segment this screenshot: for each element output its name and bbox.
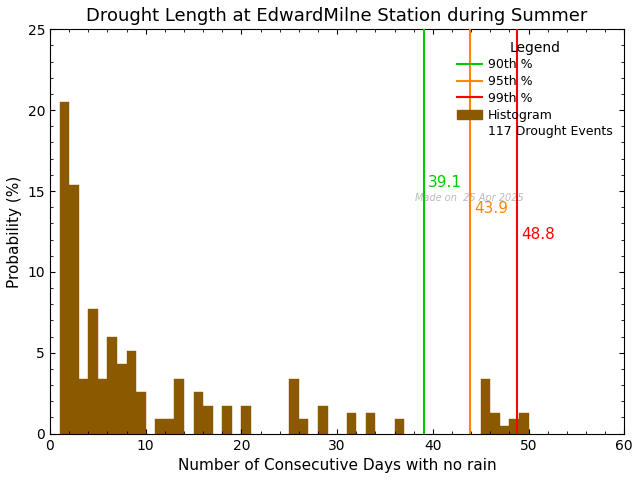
Legend: 90th %, 95th %, 99th %, Histogram, 117 Drought Events: 90th %, 95th %, 99th %, Histogram, 117 D…	[452, 36, 618, 143]
Bar	[490, 413, 500, 433]
Bar	[69, 184, 79, 433]
Bar	[117, 364, 127, 433]
Bar	[222, 406, 232, 433]
Bar	[241, 406, 251, 433]
Bar	[127, 351, 136, 433]
X-axis label: Number of Consecutive Days with no rain: Number of Consecutive Days with no rain	[178, 458, 497, 473]
Bar	[203, 406, 212, 433]
Bar	[60, 102, 69, 433]
Bar	[136, 392, 146, 433]
Bar	[79, 379, 88, 433]
Bar	[108, 336, 117, 433]
Bar	[509, 419, 519, 433]
Text: Made on  25 Apr 2025: Made on 25 Apr 2025	[415, 193, 524, 203]
Title: Drought Length at EdwardMilne Station during Summer: Drought Length at EdwardMilne Station du…	[86, 7, 588, 25]
Bar	[366, 413, 376, 433]
Bar	[88, 309, 98, 433]
Bar	[347, 413, 356, 433]
Bar	[394, 419, 404, 433]
Text: 43.9: 43.9	[474, 201, 508, 216]
Bar	[519, 413, 529, 433]
Bar	[289, 379, 299, 433]
Bar	[500, 426, 509, 433]
Bar	[156, 419, 165, 433]
Bar	[175, 379, 184, 433]
Bar	[165, 419, 175, 433]
Text: 48.8: 48.8	[521, 227, 555, 242]
Bar	[299, 419, 308, 433]
Text: 39.1: 39.1	[428, 175, 462, 191]
Bar	[98, 379, 108, 433]
Bar	[193, 392, 203, 433]
Bar	[318, 406, 328, 433]
Y-axis label: Probability (%): Probability (%)	[7, 175, 22, 288]
Bar	[481, 379, 490, 433]
